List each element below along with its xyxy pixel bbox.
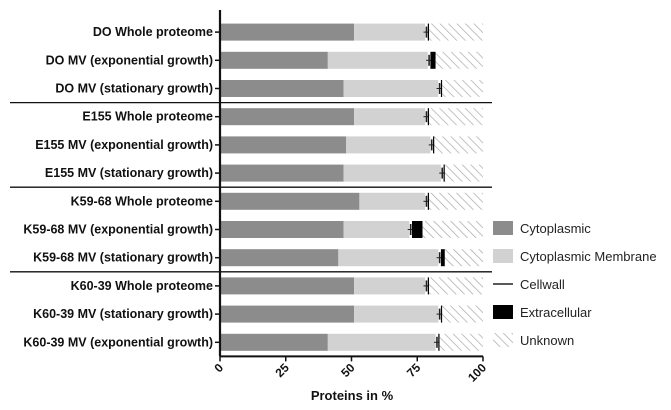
bar-cytoplasmic-membrane-8 <box>338 249 439 267</box>
bar-cytoplasmic-membrane-4 <box>346 136 431 154</box>
bar-cytoplasmic-membrane-2 <box>343 80 439 97</box>
bar-unknown-11 <box>439 333 483 351</box>
bar-unknown-7 <box>422 221 483 238</box>
bar-unknown-10 <box>442 305 483 323</box>
category-label: E155 MV (stationary growth) <box>45 166 213 180</box>
legend-swatch-cytoplasmic-membrane <box>493 249 513 263</box>
bar-unknown-9 <box>429 277 483 295</box>
x-tick-label: 25 <box>273 360 293 380</box>
x-tick-label: 0 <box>211 360 226 375</box>
bar-cytoplasmic-3 <box>220 108 355 126</box>
bar-extracellular-3 <box>427 108 430 126</box>
bar-cytoplasmic-1 <box>220 51 328 69</box>
category-label: DO MV (stationary growth) <box>55 82 213 96</box>
bar-extracellular-2 <box>440 80 443 97</box>
category-label: K60-39 MV (stationary growth) <box>33 307 213 321</box>
bar-extracellular-8 <box>440 249 445 267</box>
category-labels: DO Whole proteome DO MV (exponential grow… <box>23 25 220 349</box>
legend-swatch-unknown <box>493 333 513 347</box>
bar-unknown-1 <box>435 51 483 69</box>
legend: Cytoplasmic Cytoplasmic Membrane Cellwall E… <box>493 221 657 348</box>
bar-cytoplasmic-10 <box>220 305 355 323</box>
legend-label-cytoplasmic-membrane: Cytoplasmic Membrane <box>520 249 657 264</box>
bar-cytoplasmic-2 <box>220 80 344 97</box>
bar-cytoplasmic-11 <box>220 333 328 351</box>
bar-extracellular-11 <box>438 333 440 351</box>
bar-unknown-0 <box>429 23 483 41</box>
legend-label-extracellular: Extracellular <box>520 305 592 320</box>
bar-unknown-4 <box>434 136 483 154</box>
bar-cytoplasmic-membrane-5 <box>343 164 441 182</box>
bar-cytoplasmic-membrane-3 <box>354 108 426 126</box>
bar-extracellular-7 <box>411 221 423 238</box>
bar-unknown-5 <box>444 164 483 182</box>
bar-cytoplasmic-6 <box>220 192 360 210</box>
category-label: DO Whole proteome <box>93 25 213 39</box>
bar-extracellular-1 <box>430 51 436 69</box>
legend-swatch-extracellular <box>493 305 513 319</box>
category-label: K59-68 Whole proteome <box>71 194 213 208</box>
bar-unknown-8 <box>444 249 483 267</box>
category-label: K59-68 MV (exponential growth) <box>23 223 213 237</box>
bar-cytoplasmic-7 <box>220 221 344 238</box>
bar-extracellular-6 <box>427 192 430 210</box>
legend-label-cytoplasmic: Cytoplasmic <box>520 221 591 236</box>
bar-extracellular-4 <box>433 136 435 154</box>
bar-cytoplasmic-9 <box>220 277 355 295</box>
bars-layer <box>220 23 483 351</box>
legend-swatch-cytoplasmic <box>493 221 513 235</box>
bar-extracellular-5 <box>443 164 445 182</box>
bar-unknown-6 <box>429 192 483 210</box>
bar-cytoplasmic-0 <box>220 23 355 41</box>
legend-label-cellwall: Cellwall <box>520 277 565 292</box>
category-label: K60-39 Whole proteome <box>71 279 213 293</box>
bar-cytoplasmic-membrane-0 <box>354 23 426 41</box>
x-axis-title: Proteins in % <box>311 388 394 403</box>
x-axis-ticks: 0 25 50 75 100 <box>211 356 489 385</box>
x-tick-label: 75 <box>404 360 424 380</box>
bar-unknown-2 <box>442 80 483 97</box>
category-label: K59-68 MV (stationary growth) <box>33 251 213 265</box>
category-label: E155 Whole proteome <box>82 110 213 124</box>
bar-cytoplasmic-membrane-7 <box>343 221 410 238</box>
category-label: E155 MV (exponential growth) <box>35 138 213 152</box>
x-tick-label: 50 <box>338 360 358 380</box>
bar-cytoplasmic-membrane-9 <box>354 277 426 295</box>
bar-cytoplasmic-8 <box>220 249 339 267</box>
x-tick-label: 100 <box>465 360 489 384</box>
bar-cytoplasmic-membrane-11 <box>327 333 436 351</box>
bar-extracellular-0 <box>427 23 430 41</box>
bar-cytoplasmic-membrane-6 <box>359 192 426 210</box>
bar-cytoplasmic-membrane-10 <box>354 305 439 323</box>
category-label: K60-39 MV (exponential growth) <box>23 335 213 349</box>
bar-cytoplasmic-5 <box>220 164 344 182</box>
legend-label-unknown: Unknown <box>520 333 574 348</box>
bar-cytoplasmic-4 <box>220 136 347 154</box>
bar-extracellular-9 <box>427 277 430 295</box>
bar-unknown-3 <box>429 108 483 126</box>
bar-extracellular-10 <box>440 305 443 323</box>
bar-cytoplasmic-membrane-1 <box>327 51 428 69</box>
category-label: DO MV (exponential growth) <box>46 53 213 67</box>
group-separators <box>10 101 492 273</box>
